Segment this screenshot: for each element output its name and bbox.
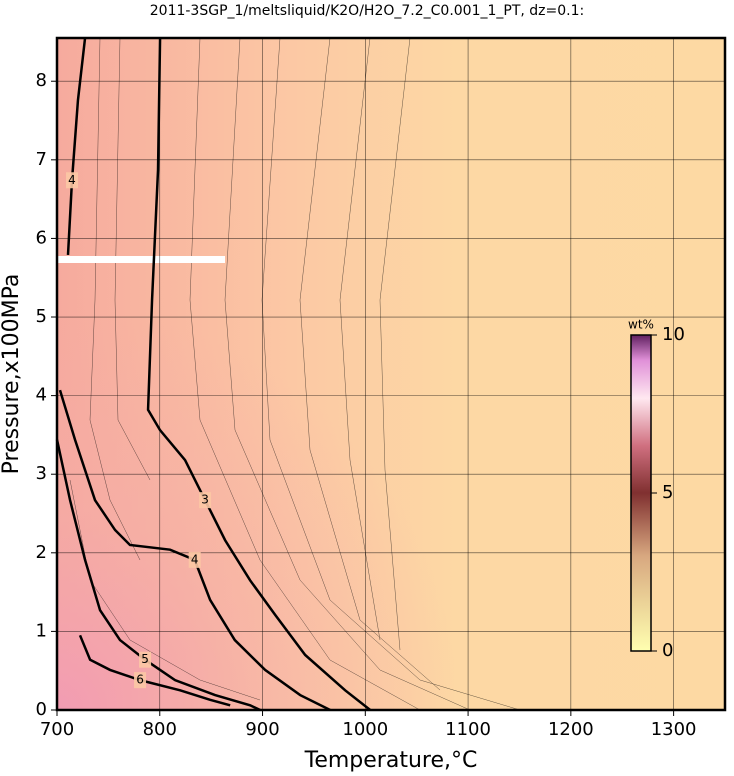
plot-shading — [57, 38, 725, 710]
plot-frame — [55, 36, 727, 712]
contour-label: 6 — [136, 673, 144, 687]
colorbar-tick-label: 0 — [662, 640, 673, 661]
y-tick-label: 3 — [36, 463, 47, 484]
contour-line — [55, 439, 261, 712]
colorbar-tick-label: 10 — [662, 324, 685, 345]
contour-label-bg — [188, 551, 201, 568]
y-tick-label: 5 — [36, 306, 47, 327]
contour-label: 4 — [68, 173, 76, 187]
x-tick-label: 800 — [143, 719, 177, 740]
y-tick-label: 6 — [36, 227, 47, 248]
y-tick-label: 8 — [36, 70, 47, 91]
contour-label-bg — [134, 672, 147, 689]
y-axis-label: Pressure,x100MPa — [0, 274, 24, 475]
white-band — [57, 256, 225, 263]
x-tick-label: 900 — [245, 719, 279, 740]
contour-label: 4 — [191, 552, 199, 566]
contour-line — [66, 37, 87, 255]
x-tick-label: 1100 — [445, 719, 491, 740]
y-tick-label: 4 — [36, 385, 47, 406]
y-tick-label: 7 — [36, 149, 47, 170]
chart-title: 2011-3SGP_1/meltsliquid/K2O/H2O_7.2_C0.0… — [150, 3, 585, 19]
x-tick-label: 1200 — [548, 719, 594, 740]
contour-line — [58, 389, 331, 712]
x-axis-label: Temperature,°C — [304, 748, 478, 773]
contour-label-bg — [66, 172, 79, 189]
colorbar-label: wt% — [628, 318, 654, 332]
y-tick-label: 0 — [36, 699, 47, 720]
contour-label-bg — [139, 651, 152, 668]
contour-label: 3 — [201, 493, 209, 507]
x-tick-label: 1300 — [651, 719, 697, 740]
x-tick-label: 700 — [40, 719, 74, 740]
contour-label: 5 — [141, 652, 149, 666]
x-tick-label: 1000 — [342, 719, 388, 740]
y-tick-label: 2 — [36, 542, 47, 563]
colorbar-tick-label: 5 — [662, 482, 673, 503]
colorbar — [630, 334, 652, 652]
contour-label-bg — [199, 492, 212, 509]
y-tick-label: 1 — [36, 620, 47, 641]
